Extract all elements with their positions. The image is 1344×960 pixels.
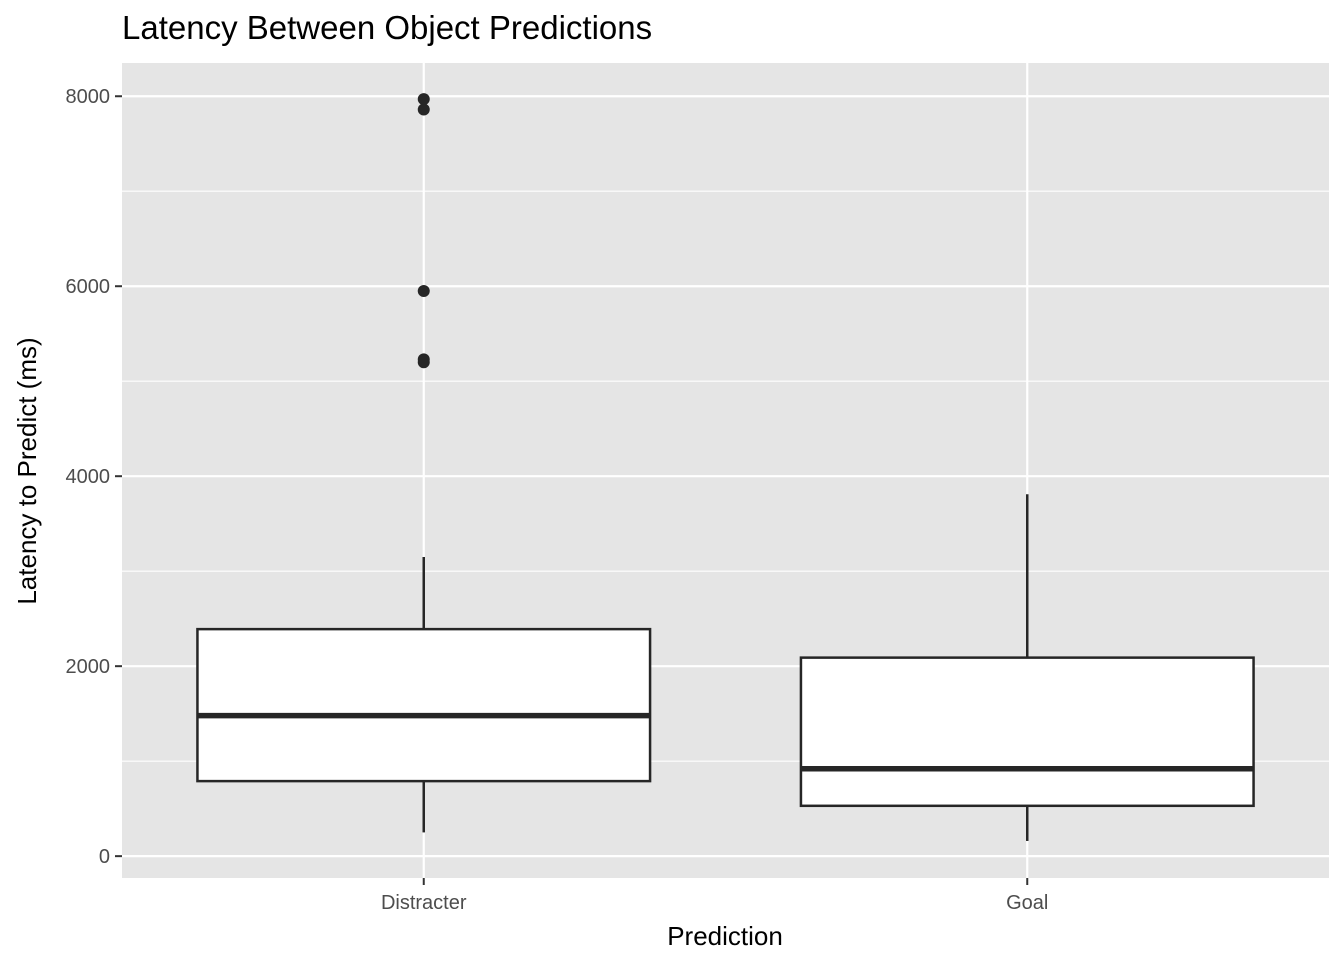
outlier-point <box>417 284 430 297</box>
boxes <box>196 93 1255 841</box>
y-tick-label: 4000 <box>66 466 111 488</box>
y-axis-title: Latency to Predict (ms) <box>12 337 42 604</box>
x-tick-label: Goal <box>1006 892 1048 914</box>
y-tick-label: 0 <box>99 846 110 868</box>
outlier-point <box>417 93 430 106</box>
box-group <box>196 93 652 833</box>
x-axis: Distracter Goal <box>381 878 1048 914</box>
chart-title: Latency Between Object Predictions <box>122 9 652 46</box>
box-iqr <box>196 627 652 783</box>
outlier-point <box>417 353 430 366</box>
y-axis: 0 2000 4000 6000 8000 <box>66 86 122 868</box>
y-tick-label: 6000 <box>66 276 111 298</box>
box-iqr <box>799 656 1255 808</box>
x-tick-label: Distracter <box>381 892 467 914</box>
x-axis-title: Prediction <box>667 921 783 951</box>
y-tick-label: 8000 <box>66 86 111 108</box>
box-group <box>799 494 1255 841</box>
outlier-point <box>417 103 430 116</box>
y-tick-label: 2000 <box>66 656 111 678</box>
